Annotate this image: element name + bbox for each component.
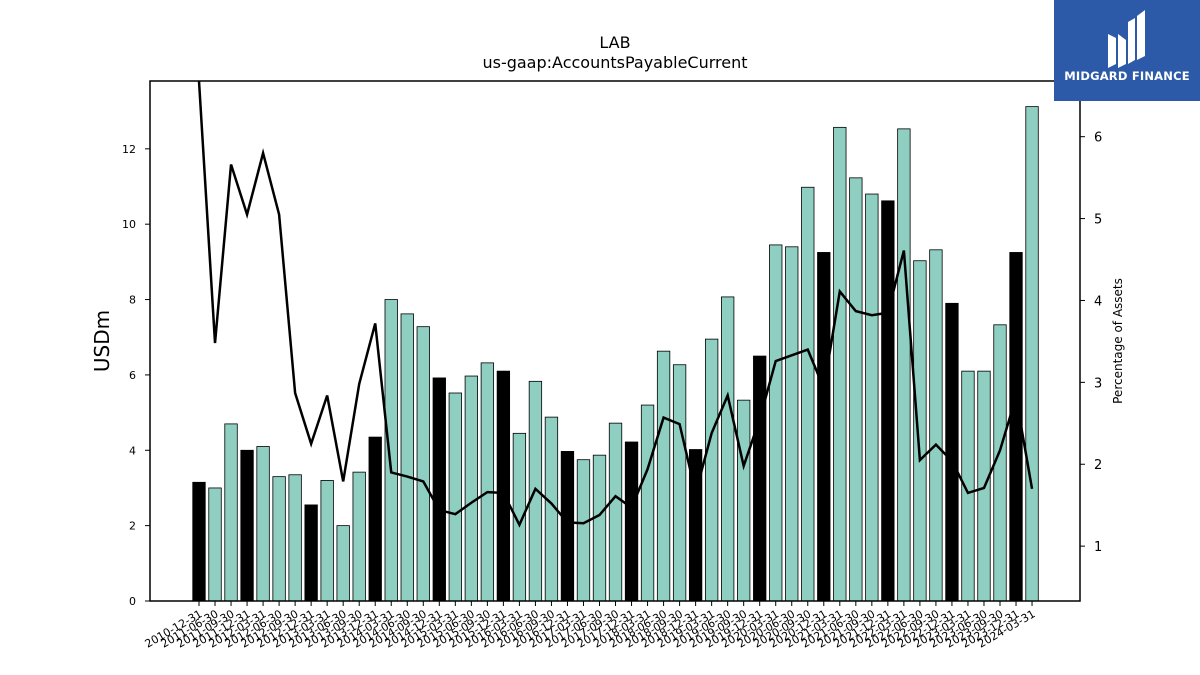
bar-2022-09-30 (929, 249, 943, 602)
y-axis-label: USDm (90, 310, 114, 372)
y-tick-label: 4 (129, 444, 136, 457)
bar-2022-06-30 (913, 260, 927, 602)
percentage-line (197, 80, 1034, 528)
right-y-axis: 1 2 3 4 5 6 (1080, 131, 1102, 555)
bar-2020-12-31 (817, 252, 831, 602)
bar-2020-09-30 (801, 186, 815, 602)
bar-2010-12-31 (192, 481, 206, 602)
y-tick-label: 8 (129, 294, 136, 307)
y2-tick-label: 1 (1094, 540, 1102, 555)
bar-2021-06-30 (849, 177, 863, 602)
bar-2017-03-31 (576, 459, 591, 602)
bar-2014-03-31 (384, 299, 398, 602)
y2-tick-label: 6 (1094, 131, 1102, 146)
bar-2019-09-30 (737, 399, 751, 602)
bar-2013-09-30 (352, 471, 366, 602)
bar-2015-09-30 (480, 362, 495, 602)
bar-2012-12-31 (304, 504, 318, 602)
bar-2013-12-31 (368, 436, 382, 602)
y2-tick-label: 4 (1094, 294, 1102, 309)
bar-2015-03-31 (448, 392, 462, 602)
y-tick-label: 6 (129, 369, 136, 382)
bar-2016-12-31 (560, 451, 575, 602)
bar-2011-06-30 (208, 487, 222, 602)
plot-frame (149, 80, 1081, 602)
chart-subtitle: us-gaap:AccountsPayableCurrent (482, 53, 747, 72)
bar-2012-09-30 (288, 474, 302, 602)
y-tick-label: 0 (129, 595, 136, 608)
bar-2012-06-30 (272, 476, 286, 602)
bar-2011-09-30 (224, 423, 238, 602)
bar-2019-12-31 (753, 355, 767, 602)
x-axis: 2010-12-312011-06-302011-09-302011-12-31… (143, 601, 1038, 651)
bar-2024-03-31 (1025, 106, 1039, 602)
chart-title: LAB (599, 33, 630, 52)
brand-logo: MIDGARD FINANCE (1054, 0, 1200, 101)
bar-2021-03-31 (833, 126, 847, 602)
bar-2015-12-31 (496, 370, 511, 602)
bar-2015-06-30 (464, 375, 478, 602)
y-tick-label: 2 (129, 520, 136, 533)
y2-tick-label: 2 (1094, 458, 1102, 473)
bar-2022-03-31 (897, 128, 911, 602)
bar-2014-09-30 (416, 326, 430, 602)
bar-2021-12-31 (881, 200, 895, 602)
y2-axis-label: Percentage of Assets (1111, 278, 1125, 404)
bar-2013-06-30 (336, 525, 350, 602)
bar-2014-12-31 (432, 377, 446, 602)
y2-tick-label: 3 (1094, 376, 1102, 391)
bar-2017-12-31 (624, 441, 639, 602)
bar-2022-12-31 (945, 302, 959, 602)
bar-2017-09-30 (608, 422, 623, 602)
bar-2018-03-31 (640, 404, 655, 602)
bar-2019-03-31 (704, 338, 719, 602)
bar-2017-06-30 (592, 454, 607, 602)
bar-2021-09-30 (865, 193, 879, 602)
brand-name: MIDGARD FINANCE (1064, 69, 1190, 83)
bar-2018-06-30 (656, 350, 671, 602)
midgard-m-logo-icon (1108, 10, 1145, 68)
y-tick-label: 10 (122, 218, 136, 231)
left-y-axis: 0 2 4 6 8 10 12 (122, 143, 150, 608)
bar-2014-06-30 (400, 313, 414, 602)
bar-2013-03-31 (320, 480, 334, 602)
y-tick-label: 12 (122, 143, 136, 156)
bar-2018-09-30 (672, 364, 687, 602)
bar-2020-03-31 (769, 244, 783, 602)
y2-tick-label: 5 (1094, 213, 1102, 228)
bar-2020-06-30 (785, 246, 799, 602)
bar-2019-06-30 (721, 296, 735, 602)
bar-2012-03-31 (256, 446, 270, 602)
bar-2011-12-31 (240, 449, 254, 602)
